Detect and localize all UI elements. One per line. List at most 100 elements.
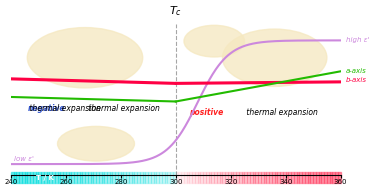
Bar bbox=[118, 172, 121, 183]
Bar bbox=[184, 172, 187, 183]
Bar bbox=[137, 172, 140, 183]
Bar bbox=[236, 172, 239, 183]
Bar bbox=[115, 172, 118, 183]
Bar bbox=[195, 172, 198, 183]
Text: $T_c$: $T_c$ bbox=[169, 4, 182, 18]
Bar bbox=[47, 172, 49, 183]
Bar bbox=[140, 172, 143, 183]
Bar bbox=[313, 172, 316, 183]
Bar bbox=[324, 172, 327, 183]
Bar bbox=[266, 172, 269, 183]
Bar bbox=[121, 172, 123, 183]
Bar bbox=[96, 172, 99, 183]
Bar bbox=[181, 172, 184, 183]
Bar bbox=[247, 172, 250, 183]
Bar bbox=[63, 172, 66, 183]
Bar bbox=[104, 172, 107, 183]
Bar bbox=[11, 172, 13, 183]
Bar bbox=[79, 172, 82, 183]
Bar bbox=[300, 172, 302, 183]
Text: negative: negative bbox=[27, 104, 65, 113]
Bar bbox=[49, 172, 52, 183]
Text: low ε': low ε' bbox=[13, 156, 34, 162]
Bar bbox=[319, 172, 322, 183]
Bar bbox=[286, 172, 288, 183]
Bar bbox=[176, 172, 178, 183]
Bar bbox=[187, 172, 189, 183]
Bar bbox=[101, 172, 104, 183]
Bar bbox=[244, 172, 247, 183]
Bar bbox=[159, 172, 162, 183]
Bar bbox=[294, 172, 297, 183]
Bar bbox=[30, 172, 33, 183]
Text: thermal expansion: thermal expansion bbox=[244, 108, 318, 117]
Bar bbox=[253, 172, 256, 183]
Bar bbox=[151, 172, 154, 183]
Bar bbox=[198, 172, 200, 183]
Bar bbox=[173, 172, 176, 183]
Bar bbox=[52, 172, 55, 183]
Bar bbox=[162, 172, 165, 183]
Bar bbox=[189, 172, 192, 183]
Bar bbox=[126, 172, 129, 183]
Bar bbox=[220, 172, 222, 183]
Bar bbox=[170, 172, 173, 183]
Bar bbox=[264, 172, 266, 183]
Bar bbox=[228, 172, 231, 183]
Bar bbox=[129, 172, 132, 183]
Bar bbox=[55, 172, 57, 183]
Bar bbox=[275, 172, 278, 183]
Bar bbox=[222, 172, 225, 183]
Bar bbox=[145, 172, 148, 183]
Bar bbox=[60, 172, 63, 183]
Bar bbox=[225, 172, 228, 183]
Bar bbox=[57, 172, 60, 183]
Bar bbox=[206, 172, 209, 183]
Bar bbox=[242, 172, 244, 183]
Bar bbox=[338, 172, 341, 183]
Bar bbox=[269, 172, 272, 183]
Bar bbox=[327, 172, 330, 183]
Bar bbox=[310, 172, 313, 183]
Text: thermal expansion: thermal expansion bbox=[87, 104, 160, 113]
Bar bbox=[85, 172, 88, 183]
Bar bbox=[192, 172, 195, 183]
Bar bbox=[332, 172, 335, 183]
Ellipse shape bbox=[184, 25, 244, 57]
Bar bbox=[211, 172, 214, 183]
Bar bbox=[239, 172, 242, 183]
Bar bbox=[167, 172, 170, 183]
Bar bbox=[330, 172, 332, 183]
Bar bbox=[38, 172, 41, 183]
Text: b-axis: b-axis bbox=[346, 77, 367, 83]
Bar bbox=[88, 172, 91, 183]
Bar bbox=[99, 172, 101, 183]
Bar bbox=[107, 172, 110, 183]
Ellipse shape bbox=[222, 29, 327, 86]
Text: T / K: T / K bbox=[35, 175, 53, 181]
Bar bbox=[233, 172, 236, 183]
Bar bbox=[71, 172, 74, 183]
Text: a-axis: a-axis bbox=[346, 68, 367, 74]
Bar bbox=[217, 172, 220, 183]
Bar bbox=[291, 172, 294, 183]
Bar bbox=[123, 172, 126, 183]
Bar bbox=[33, 172, 35, 183]
Bar bbox=[316, 172, 319, 183]
Bar bbox=[69, 172, 71, 183]
Text: positive: positive bbox=[189, 108, 224, 117]
Bar bbox=[82, 172, 85, 183]
Text: high ε': high ε' bbox=[346, 37, 370, 43]
Bar bbox=[256, 172, 258, 183]
Bar bbox=[297, 172, 300, 183]
Ellipse shape bbox=[57, 126, 135, 161]
Bar bbox=[258, 172, 261, 183]
Bar bbox=[19, 172, 22, 183]
Bar bbox=[283, 172, 286, 183]
Bar bbox=[66, 172, 69, 183]
Bar bbox=[154, 172, 157, 183]
Bar bbox=[231, 172, 233, 183]
Bar bbox=[41, 172, 44, 183]
Bar bbox=[143, 172, 145, 183]
Bar bbox=[165, 172, 167, 183]
